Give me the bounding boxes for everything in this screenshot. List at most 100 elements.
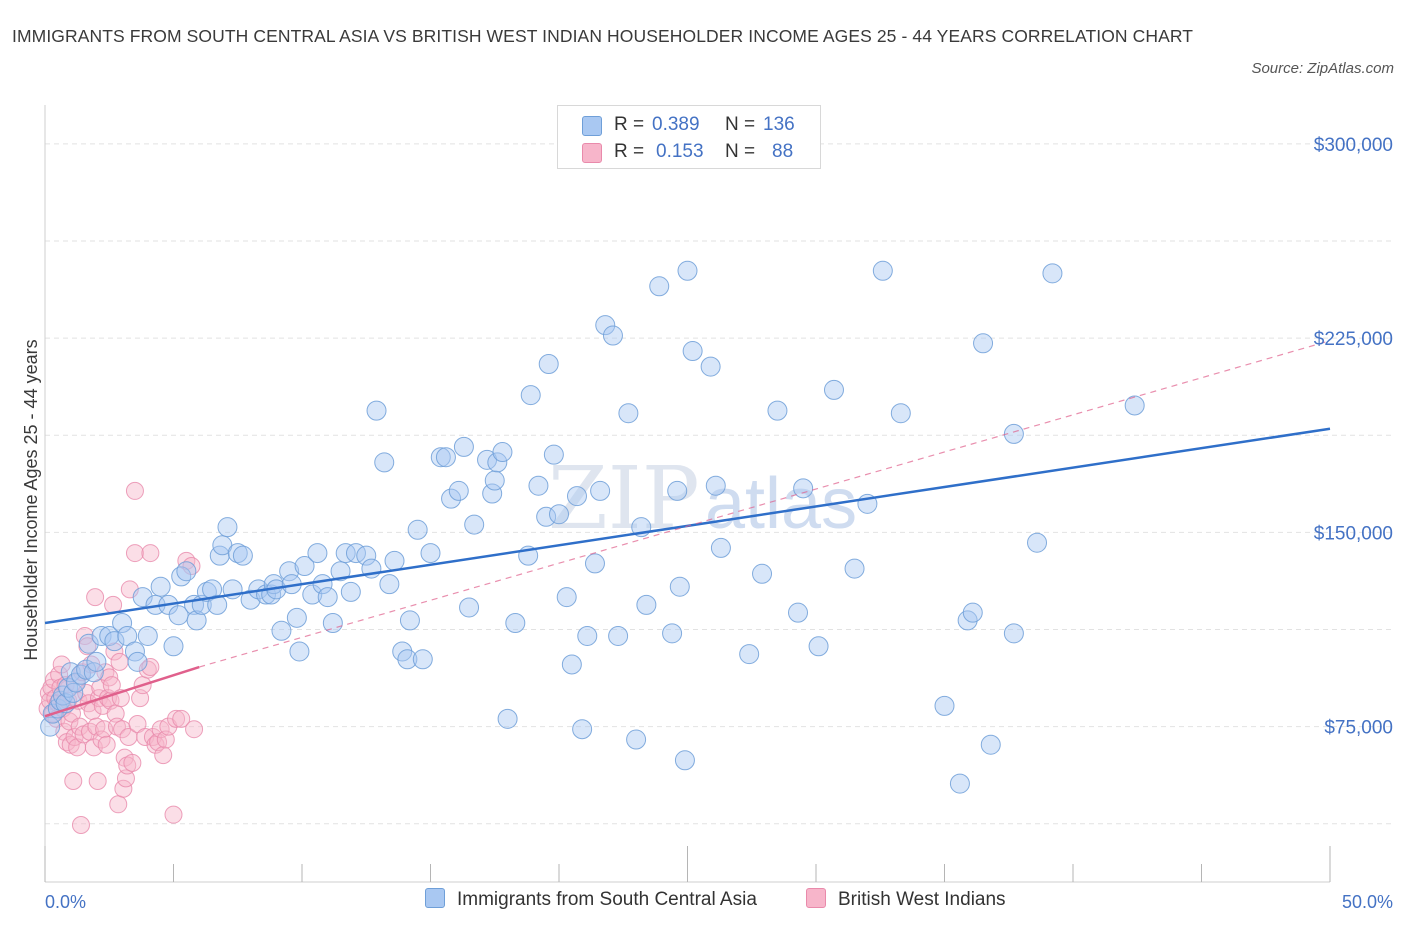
y-tick-label: $300,000 [1314, 135, 1393, 156]
data-point-blue [669, 576, 690, 597]
data-point-blue [366, 400, 387, 421]
data-point-blue [412, 649, 433, 670]
data-point-pink [164, 805, 183, 824]
data-point-blue [430, 447, 451, 468]
data-point-blue [872, 260, 893, 281]
data-point-blue [435, 447, 456, 468]
data-point-blue [962, 602, 983, 623]
legend-swatch-pink [582, 143, 602, 163]
data-point-blue [793, 478, 814, 499]
data-point-pink [154, 746, 173, 765]
data-point-blue [76, 659, 97, 680]
data-point-blue [484, 470, 505, 491]
data-point-blue [618, 403, 639, 424]
axis-ticks: $75,000 $150,000 $225,000 $300,000 0.0% 50.0% [45, 135, 1393, 912]
data-point-blue [271, 620, 292, 641]
data-point-blue [700, 356, 721, 377]
data-point-blue [335, 543, 356, 564]
data-point-blue [492, 442, 513, 463]
data-point-blue [590, 480, 611, 501]
data-point-blue [705, 475, 726, 496]
data-point-pink [177, 551, 196, 570]
bottom-legend-item-pink: British West Indians [806, 888, 1006, 911]
data-point-blue [682, 341, 703, 362]
data-point-blue [577, 625, 598, 646]
data-point-blue [279, 561, 300, 582]
data-point-blue [543, 444, 564, 465]
data-point-blue [40, 716, 61, 737]
data-point-blue [459, 597, 480, 618]
data-point-blue [739, 644, 760, 665]
data-point-pink [116, 769, 135, 788]
data-point-blue [934, 695, 955, 716]
data-point-blue [232, 545, 253, 566]
data-point-pink [141, 658, 160, 677]
data-point-blue [677, 260, 698, 281]
data-point-blue [674, 750, 695, 771]
data-point-pink [73, 663, 92, 682]
data-point-blue [464, 514, 485, 535]
data-point-blue [384, 550, 405, 571]
y-tick-label: $225,000 [1314, 329, 1393, 350]
data-point-blue [487, 452, 508, 473]
data-point-blue [91, 625, 112, 646]
data-point-blue [482, 483, 503, 504]
data-point-blue [186, 610, 207, 631]
data-point-blue [317, 587, 338, 608]
data-point-blue [649, 276, 670, 297]
data-point-blue [949, 773, 970, 794]
data-point-blue [602, 325, 623, 346]
data-point-blue [127, 651, 148, 672]
data-point-blue [608, 625, 629, 646]
data-point-blue [1027, 532, 1048, 553]
data-point-blue [307, 543, 328, 564]
data-point-blue [626, 729, 647, 750]
data-point-blue [584, 553, 605, 574]
data-point-blue [767, 400, 788, 421]
data-point-blue [1003, 423, 1024, 444]
data-point-blue [808, 636, 829, 657]
legend-r-label: R = [614, 114, 645, 135]
data-point-blue [217, 517, 238, 538]
data-point-blue [176, 561, 197, 582]
data-point-blue [207, 594, 228, 615]
data-point-pink [185, 720, 204, 739]
data-point-pink [86, 588, 105, 607]
data-point-blue [1003, 623, 1024, 644]
data-point-blue [374, 452, 395, 473]
data-point-blue [595, 315, 616, 336]
data-point-blue [379, 574, 400, 595]
data-point-blue [330, 561, 351, 582]
x-tick-label: 50.0% [1342, 892, 1393, 912]
data-point-blue [752, 563, 773, 584]
data-point-blue [397, 649, 418, 670]
data-point-blue [536, 506, 557, 527]
legend-n-value: 88 [772, 141, 794, 162]
data-point-blue [980, 734, 1001, 755]
source-label: Source: ZipAtlas.com [1251, 60, 1394, 77]
data-point-pink [71, 816, 90, 835]
data-point-pink [138, 660, 157, 679]
series-south-central-asia [40, 260, 1145, 794]
data-point-blue [1042, 263, 1063, 284]
legend-n-label: N = [725, 141, 756, 162]
data-point-blue [636, 594, 657, 615]
trend-line-pink-extension [199, 340, 1331, 668]
data-point-blue [710, 537, 731, 558]
legend-r-value: 0.389 [652, 114, 700, 135]
data-point-blue [538, 354, 559, 374]
data-point-blue [286, 607, 307, 628]
data-point-blue [549, 504, 569, 525]
data-point-pink [88, 771, 107, 790]
data-point-blue [302, 584, 323, 605]
bottom-legend-swatch-blue [425, 888, 445, 908]
grid-lines [45, 143, 1395, 825]
data-point-pink [110, 652, 129, 671]
legend-n-value: 136 [763, 114, 795, 135]
legend-r-value: 0.153 [656, 141, 704, 162]
data-point-blue [163, 636, 184, 657]
data-point-blue [322, 613, 343, 633]
data-point-pink [78, 637, 97, 656]
data-point-blue [844, 558, 865, 579]
